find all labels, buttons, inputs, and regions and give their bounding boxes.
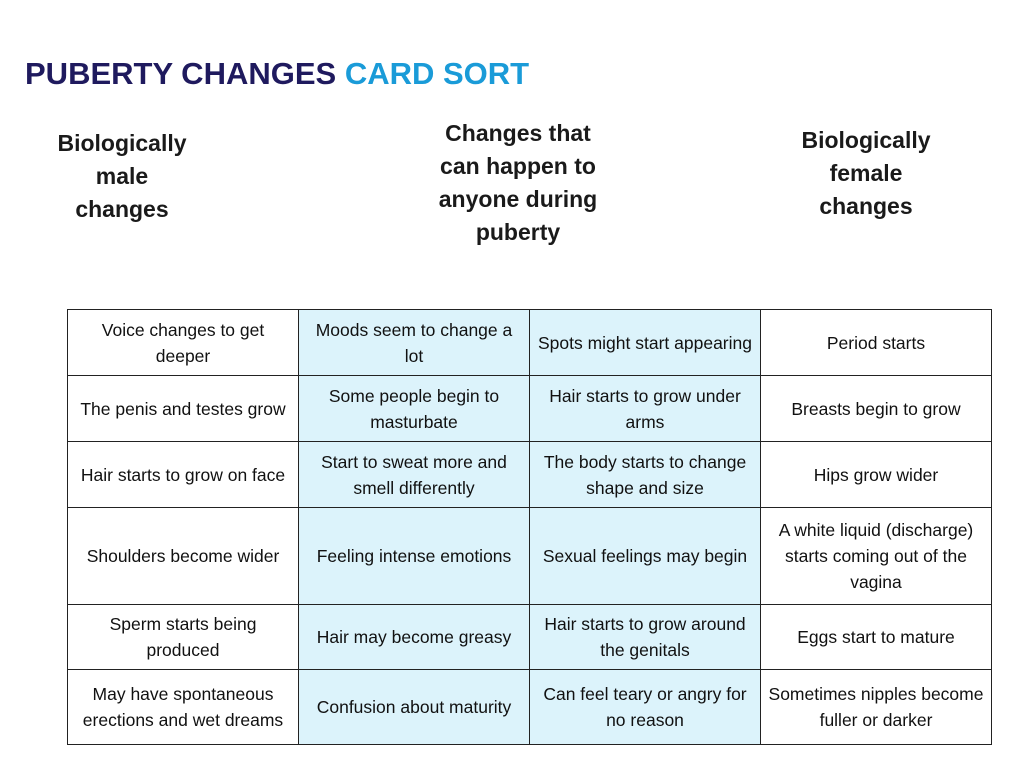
table-row: The penis and testes grow Some people be… <box>67 375 992 442</box>
card-cell: Some people begin to masturbate <box>298 375 530 442</box>
heading-anyone-changes: Changes that can happen to anyone during… <box>438 120 598 245</box>
card-cell: Confusion about maturity <box>298 669 530 745</box>
card-cell: Spots might start appearing <box>529 309 761 376</box>
card-cell: A white liquid (discharge) starts coming… <box>760 507 992 605</box>
card-cell: Sperm starts being produced <box>67 604 299 670</box>
page-title: PUBERTY CHANGES CARD SORT <box>25 56 529 92</box>
card-cell: Eggs start to mature <box>760 604 992 670</box>
card-cell: May have spontaneous erections and wet d… <box>67 669 299 745</box>
table-row: Hair starts to grow on face Start to swe… <box>67 441 992 508</box>
card-cell: Start to sweat more and smell differentl… <box>298 441 530 508</box>
card-cell: Moods seem to change a lot <box>298 309 530 376</box>
card-cell: Voice changes to get deeper <box>67 309 299 376</box>
card-cell: Period starts <box>760 309 992 376</box>
card-cell: Hair may become greasy <box>298 604 530 670</box>
card-cell: Hair starts to grow on face <box>67 441 299 508</box>
card-cell: Can feel teary or angry for no reason <box>529 669 761 745</box>
heading-female-changes: Biologically female changes <box>801 127 931 219</box>
card-cell: Hair starts to grow under arms <box>529 375 761 442</box>
card-cell: Shoulders become wider <box>67 507 299 605</box>
heading-male-changes: Biologically male changes <box>57 130 187 222</box>
card-cell: The body starts to change shape and size <box>529 441 761 508</box>
table-row: Voice changes to get deeper Moods seem t… <box>67 309 992 376</box>
card-cell: Breasts begin to grow <box>760 375 992 442</box>
card-cell: Sometimes nipples become fuller or darke… <box>760 669 992 745</box>
card-cell: Hair starts to grow around the genitals <box>529 604 761 670</box>
table-row: Sperm starts being produced Hair may bec… <box>67 604 992 670</box>
card-table: Voice changes to get deeper Moods seem t… <box>67 309 992 745</box>
card-cell: Hips grow wider <box>760 441 992 508</box>
card-cell: Feeling intense emotions <box>298 507 530 605</box>
table-row: May have spontaneous erections and wet d… <box>67 669 992 745</box>
title-accent: CARD SORT <box>344 56 530 91</box>
card-cell: The penis and testes grow <box>67 375 299 442</box>
title-main: PUBERTY CHANGES <box>25 56 345 91</box>
card-cell: Sexual feelings may begin <box>529 507 761 605</box>
table-row: Shoulders become wider Feeling intense e… <box>67 507 992 605</box>
